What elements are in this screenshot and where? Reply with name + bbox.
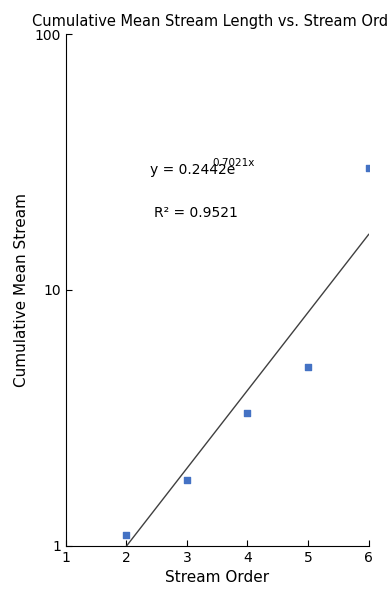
Text: 0.7021x: 0.7021x [212, 158, 255, 168]
Text: y = 0.2442e: y = 0.2442e [150, 164, 236, 177]
Point [184, 476, 190, 485]
Title: Cumulative Mean Stream Length vs. Stream Order: Cumulative Mean Stream Length vs. Stream… [32, 14, 387, 29]
X-axis label: Stream Order: Stream Order [165, 570, 269, 585]
Point [305, 362, 311, 372]
Text: R² = 0.9521: R² = 0.9521 [154, 205, 238, 220]
Y-axis label: Cumulative Mean Stream: Cumulative Mean Stream [14, 193, 29, 387]
Point [123, 530, 129, 540]
Point [244, 409, 250, 418]
Point [366, 163, 372, 173]
